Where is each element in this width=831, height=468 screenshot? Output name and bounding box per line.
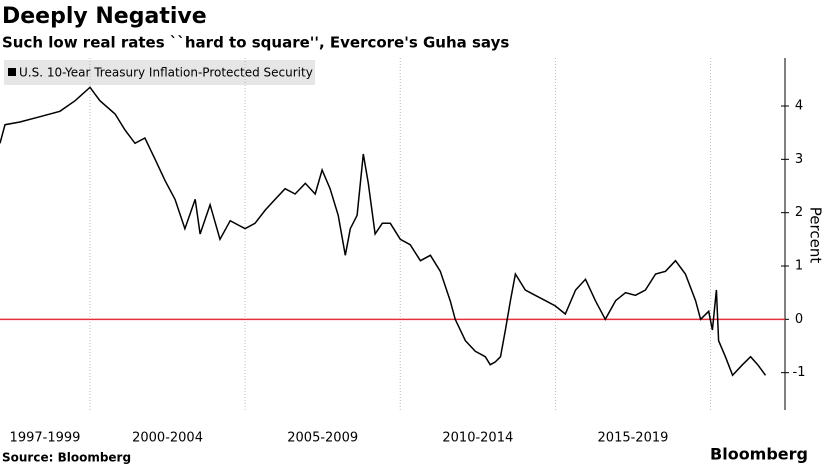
legend-label: U.S. 10-Year Treasury Inflation-Protecte… — [19, 66, 313, 80]
y-axis-label: Percent — [807, 207, 825, 264]
legend-box — [4, 60, 315, 85]
y-tick-label: 0 — [795, 312, 803, 327]
chart-title: Deeply Negative — [2, 4, 207, 29]
brand: Bloomberg — [710, 445, 808, 464]
x-tick-label: 2005-2009 — [287, 431, 358, 446]
x-tick-label: 2010-2014 — [442, 431, 513, 446]
y-tick-label: -1 — [793, 365, 806, 380]
y-tick-label: 3 — [795, 152, 803, 167]
y-tick-label: 2 — [795, 205, 803, 220]
x-tick-label: 2000-2004 — [132, 431, 203, 446]
x-tick-label: 1997-1999 — [10, 431, 81, 446]
chart-subtitle: Such low real rates ``hard to square'', … — [2, 34, 509, 52]
source: Source: Bloomberg — [2, 451, 131, 465]
y-tick-label: 1 — [795, 259, 803, 274]
legend-swatch — [8, 68, 16, 76]
series-line — [0, 86, 767, 377]
x-tick-label: 2015-2019 — [598, 431, 669, 446]
y-tick-label: 4 — [795, 99, 803, 114]
